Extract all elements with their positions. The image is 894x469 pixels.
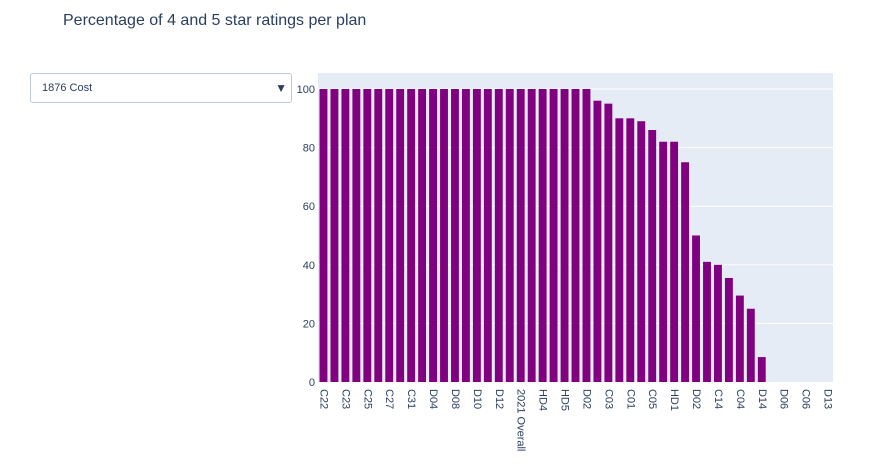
dropdown-selected-value: 1876 Cost: [42, 82, 93, 94]
x-tick-label: C23: [339, 389, 351, 409]
x-axis-ticks: C22 C23 C25 C27 C31 D04 D08 D10 D12 2021 Overall H…: [317, 389, 833, 451]
bar[interactable]: [341, 89, 350, 382]
bar[interactable]: [648, 130, 657, 382]
x-tick-label: D13: [822, 389, 834, 409]
bar[interactable]: [396, 89, 405, 382]
y-tick-label: 20: [303, 318, 315, 330]
bar[interactable]: [407, 89, 416, 382]
x-tick-label: HD4: [537, 389, 549, 411]
x-tick-label: D08: [449, 389, 461, 409]
bar[interactable]: [670, 141, 679, 382]
bar[interactable]: [637, 121, 646, 382]
y-tick-label: 40: [303, 260, 315, 272]
x-tick-label: C14: [712, 389, 724, 409]
x-tick-label: C03: [602, 389, 614, 409]
bar[interactable]: [615, 118, 624, 383]
bar[interactable]: [692, 235, 700, 383]
bar[interactable]: [330, 89, 339, 382]
x-tick-label: HD1: [668, 389, 680, 411]
bar[interactable]: [735, 295, 744, 382]
triangle-down-icon[interactable]: ▼: [275, 81, 287, 95]
x-tick-label: C01: [624, 389, 636, 409]
bar[interactable]: [461, 89, 470, 382]
plan-dropdown[interactable]: 1876 Cost ▼: [30, 73, 292, 103]
bar[interactable]: [549, 89, 558, 382]
x-tick-label: C06: [800, 389, 812, 409]
bar[interactable]: [560, 89, 569, 382]
y-tick-label: 80: [303, 143, 315, 155]
bar[interactable]: [757, 357, 766, 382]
bar[interactable]: [593, 100, 602, 382]
bars: [319, 89, 766, 383]
x-tick-label: D12: [493, 389, 505, 409]
bar[interactable]: [440, 89, 448, 382]
y-tick-label: 0: [309, 377, 315, 389]
bar[interactable]: [483, 89, 492, 382]
bar[interactable]: [472, 89, 481, 382]
chart-title: Percentage of 4 and 5 star ratings per p…: [63, 12, 367, 29]
bar[interactable]: [703, 261, 711, 382]
bar[interactable]: [451, 89, 459, 382]
x-tick-label: D06: [778, 389, 790, 409]
x-tick-label: C04: [734, 389, 746, 409]
x-tick-label: D10: [471, 389, 483, 409]
x-tick-label: HD5: [559, 389, 571, 411]
bar[interactable]: [659, 141, 668, 382]
x-tick-label: D04: [427, 389, 439, 409]
bar[interactable]: [681, 162, 690, 382]
y-tick-label: 100: [297, 84, 315, 96]
bar[interactable]: [418, 89, 427, 382]
bar[interactable]: [604, 103, 613, 383]
x-tick-label: 2021 Overall: [515, 389, 527, 451]
bar[interactable]: [494, 89, 503, 382]
x-tick-label: D02: [580, 389, 592, 409]
bar[interactable]: [516, 89, 525, 382]
x-tick-label: C05: [646, 389, 658, 409]
x-tick-label: D14: [756, 389, 768, 409]
bar[interactable]: [505, 89, 514, 382]
bar[interactable]: [385, 89, 394, 382]
bar[interactable]: [319, 89, 328, 382]
x-tick-label: D02: [690, 389, 702, 409]
x-tick-label: C25: [361, 389, 373, 409]
bar[interactable]: [582, 89, 591, 382]
bar[interactable]: [538, 89, 547, 382]
y-axis-ticks: 0 20 40 60 80 100: [297, 84, 315, 389]
x-tick-label: C27: [383, 389, 395, 409]
x-tick-label: C22: [317, 389, 329, 409]
bar[interactable]: [746, 308, 755, 382]
bar[interactable]: [571, 89, 580, 382]
bar[interactable]: [527, 89, 536, 382]
x-tick-label: C31: [405, 389, 417, 409]
bar[interactable]: [363, 89, 372, 382]
bar[interactable]: [352, 89, 361, 382]
y-tick-label: 60: [303, 201, 315, 213]
bar[interactable]: [429, 89, 437, 382]
bar[interactable]: [724, 277, 733, 382]
bar[interactable]: [374, 89, 383, 382]
bar[interactable]: [626, 118, 635, 383]
bar[interactable]: [714, 264, 722, 382]
